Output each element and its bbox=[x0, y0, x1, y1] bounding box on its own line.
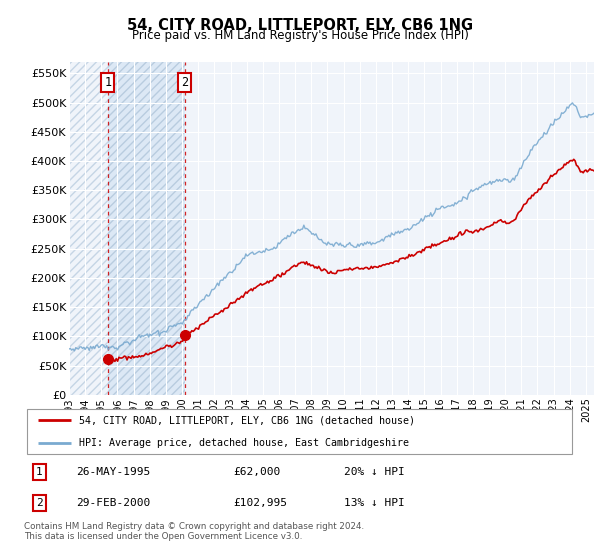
FancyBboxPatch shape bbox=[27, 409, 572, 454]
Text: 54, CITY ROAD, LITTLEPORT, ELY, CB6 1NG (detached house): 54, CITY ROAD, LITTLEPORT, ELY, CB6 1NG … bbox=[79, 416, 415, 426]
Text: 20% ↓ HPI: 20% ↓ HPI bbox=[344, 467, 405, 477]
Text: 2: 2 bbox=[181, 76, 188, 88]
Text: 54, CITY ROAD, LITTLEPORT, ELY, CB6 1NG: 54, CITY ROAD, LITTLEPORT, ELY, CB6 1NG bbox=[127, 18, 473, 33]
Bar bbox=[108, 62, 185, 395]
Text: Contains HM Land Registry data © Crown copyright and database right 2024.
This d: Contains HM Land Registry data © Crown c… bbox=[24, 522, 364, 542]
Text: 13% ↓ HPI: 13% ↓ HPI bbox=[344, 498, 405, 508]
Text: 29-FEB-2000: 29-FEB-2000 bbox=[76, 498, 151, 508]
Text: £102,995: £102,995 bbox=[234, 498, 288, 508]
Text: Price paid vs. HM Land Registry's House Price Index (HPI): Price paid vs. HM Land Registry's House … bbox=[131, 29, 469, 42]
Text: 1: 1 bbox=[36, 467, 43, 477]
Text: HPI: Average price, detached house, East Cambridgeshire: HPI: Average price, detached house, East… bbox=[79, 438, 409, 448]
Text: 1: 1 bbox=[104, 76, 112, 88]
Text: £62,000: £62,000 bbox=[234, 467, 281, 477]
Bar bbox=[69, 62, 108, 395]
Text: 2: 2 bbox=[36, 498, 43, 508]
Bar bbox=[108, 62, 185, 395]
Text: 26-MAY-1995: 26-MAY-1995 bbox=[76, 467, 151, 477]
